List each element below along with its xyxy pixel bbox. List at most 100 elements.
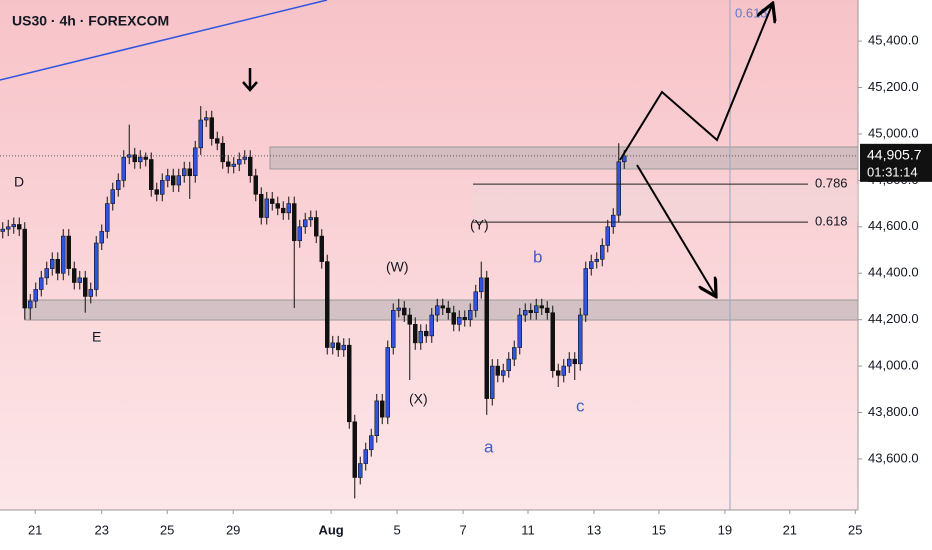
candle-body [545,307,550,313]
candle-body [281,207,286,214]
candle-body [589,261,594,269]
candle-body [237,159,242,165]
candle-body [435,305,440,316]
candle-body [484,277,489,399]
candle-body [165,175,170,181]
candle-body [501,370,506,376]
y-tick-label: 45,400.0 [868,33,919,48]
candle-body [363,449,368,464]
candle-body [594,258,599,262]
candle-body [242,156,247,160]
y-tick-label: 43,600.0 [868,450,919,465]
candle-body [61,235,66,274]
candle-body [226,161,231,167]
candle-body [83,277,88,297]
annotation: (W) [386,259,409,275]
candle-body [407,314,412,325]
candle-body [319,235,324,262]
chart-title: US30 · 4h · FOREXCOM [12,13,169,29]
candle-body [451,312,456,325]
candle-body [6,226,11,230]
candle-body [528,310,533,313]
candle-body [330,342,335,348]
x-tick-label: 29 [226,522,240,537]
candle-body [605,226,610,246]
candle-body [193,147,198,177]
candle-body [50,258,55,269]
candle-body [583,268,588,316]
x-tick-label: 5 [393,522,400,537]
candle-body [116,180,121,190]
candle-body [567,358,572,367]
x-tick-label: 25 [848,522,862,537]
annotation: a [484,437,494,456]
annotation: (Y) [470,217,489,233]
candle-body [72,268,77,283]
candle-body [539,305,544,309]
x-tick-label: 15 [652,522,666,537]
candle-body [22,228,27,309]
bullish-path [619,5,772,161]
candle-body [352,421,357,478]
candle-body [0,228,5,232]
candle-body [523,310,528,316]
annotation: E [92,329,101,345]
candle-body [341,344,346,351]
annotation: c [576,396,585,415]
candle-body [347,344,352,423]
candle-body [336,342,341,351]
candle-body [380,400,385,418]
candle-body [600,245,605,260]
candle-body [17,224,22,230]
x-tick-label: 23 [95,522,109,537]
candle-body [138,156,143,163]
candle-body [462,317,467,320]
candle-body [556,370,561,376]
x-tick-label: 19 [718,522,732,537]
candle-body [369,435,374,450]
candle-body [490,365,495,399]
candle-body [99,231,104,244]
candle-body [479,277,484,293]
candle-body [248,156,253,177]
candle-body [149,159,154,190]
x-tick-label: 13 [587,522,601,537]
candle-body [473,291,478,311]
candle-body [457,317,462,325]
y-tick-label: 44,400.0 [868,265,919,280]
candle-body [616,161,621,216]
candle-body [325,261,330,348]
annotation: (X) [409,391,428,407]
fib-label-top: 0.618 [735,5,768,20]
candle-body [429,314,434,337]
candle-body [572,358,577,365]
x-tick-label: 21 [28,522,42,537]
candle-body [55,258,60,274]
time-axis-background [0,510,858,550]
annotation: b [533,247,542,266]
candle-body [308,217,313,221]
x-tick-label: 25 [160,522,174,537]
plot-background [0,0,858,510]
candle-body [132,154,137,163]
y-tick-label: 44,200.0 [868,311,919,326]
candle-body [611,214,616,228]
x-tick-label: Aug [318,522,343,537]
fib-box [473,184,858,222]
candle-body [94,242,99,290]
candle-body [66,235,71,269]
candle-body [424,330,429,337]
candle-body [143,156,148,160]
y-tick-label: 45,200.0 [868,79,919,94]
x-tick-label: 11 [521,522,535,537]
candle-body [517,314,522,348]
candle-body [391,310,396,348]
last-price-label: 44,905.7 [867,147,922,163]
arrow-down-mark [242,68,258,92]
y-tick-label: 43,800.0 [868,404,919,419]
candle-body [121,156,126,181]
y-tick-label: 44,000.0 [868,358,919,373]
candle-body [292,203,297,242]
candle-body [215,138,220,144]
